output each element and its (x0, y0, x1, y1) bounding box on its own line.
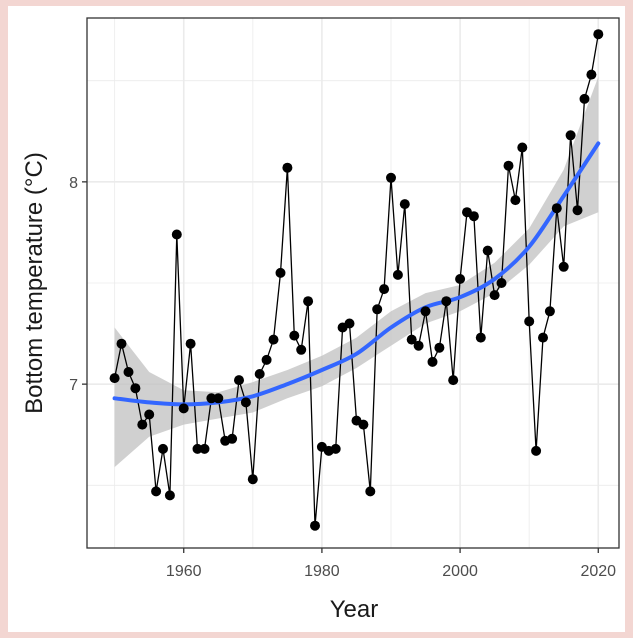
data-point (358, 419, 369, 430)
trend-line-layer (112, 141, 601, 407)
data-point (517, 142, 528, 153)
data-point (344, 318, 355, 329)
axis-ticks: 1960 1980 2000 2020 7 8 (69, 175, 616, 580)
data-point (227, 433, 238, 444)
data-point (413, 340, 424, 351)
observed-points-layer (109, 29, 604, 531)
data-point (496, 278, 507, 288)
data-point (296, 344, 307, 355)
data-point (468, 211, 479, 222)
data-point (420, 306, 431, 317)
temperature-chart: 1960 1980 2000 2020 7 8 Year Bottom temperatu… (21, 17, 620, 623)
data-point (544, 306, 555, 317)
data-point (531, 445, 542, 456)
data-point (247, 474, 258, 485)
trend-line (112, 141, 601, 407)
data-point (372, 304, 383, 315)
data-point (254, 369, 265, 379)
observed-line (113, 34, 599, 527)
data-point (130, 383, 141, 394)
data-point (116, 338, 127, 349)
data-point (593, 29, 604, 40)
observed-line-layer (113, 34, 599, 527)
data-point (379, 284, 390, 295)
data-point (482, 245, 493, 256)
x-tick-label: 2000 (442, 563, 478, 580)
data-point (240, 397, 251, 408)
data-point (579, 93, 590, 104)
data-point (234, 375, 244, 386)
data-point (303, 296, 314, 307)
data-point (441, 296, 452, 307)
data-point (123, 367, 134, 377)
chart-card: 1960 1980 2000 2020 7 8 Year Bottom temperatu… (8, 6, 625, 632)
data-point (572, 205, 583, 216)
data-point (538, 332, 548, 343)
data-point (213, 393, 224, 404)
data-point (524, 316, 535, 327)
y-tick-label: 7 (69, 377, 78, 394)
data-point (558, 261, 569, 272)
x-tick-label: 1980 (304, 563, 340, 580)
data-point (365, 486, 376, 497)
data-point (109, 373, 120, 384)
data-point (158, 443, 168, 454)
panel-border (86, 17, 620, 549)
data-point (455, 274, 466, 284)
data-point (586, 69, 597, 80)
data-point (392, 269, 403, 280)
data-point (151, 486, 162, 497)
gridlines (87, 18, 619, 548)
data-point (268, 334, 279, 345)
data-point (427, 356, 438, 367)
data-point (406, 334, 417, 345)
data-point (310, 520, 320, 531)
data-point (510, 195, 521, 206)
data-point (503, 160, 514, 171)
data-point (551, 203, 562, 214)
data-point (475, 332, 486, 343)
x-tick-label: 1960 (166, 563, 202, 580)
x-tick-label: 2020 (580, 563, 616, 580)
data-point (565, 130, 576, 141)
data-point (282, 162, 293, 173)
data-point (178, 403, 189, 414)
data-point (164, 490, 175, 501)
data-point (275, 267, 286, 278)
data-point (261, 354, 272, 365)
data-point (330, 443, 341, 454)
data-point (448, 375, 459, 386)
data-point (289, 330, 300, 341)
data-point (192, 443, 203, 454)
data-point (489, 290, 500, 301)
data-point (386, 172, 396, 183)
data-point (137, 419, 148, 430)
data-point (199, 443, 210, 454)
y-axis-title: Bottom temperature (°C) (21, 152, 48, 414)
data-point (171, 229, 182, 240)
data-point (399, 199, 410, 210)
data-point (144, 409, 155, 420)
data-point (185, 338, 196, 349)
data-point (206, 393, 217, 404)
x-axis-title: Year (330, 596, 379, 623)
y-tick-label: 8 (69, 175, 78, 192)
data-point (434, 342, 445, 353)
